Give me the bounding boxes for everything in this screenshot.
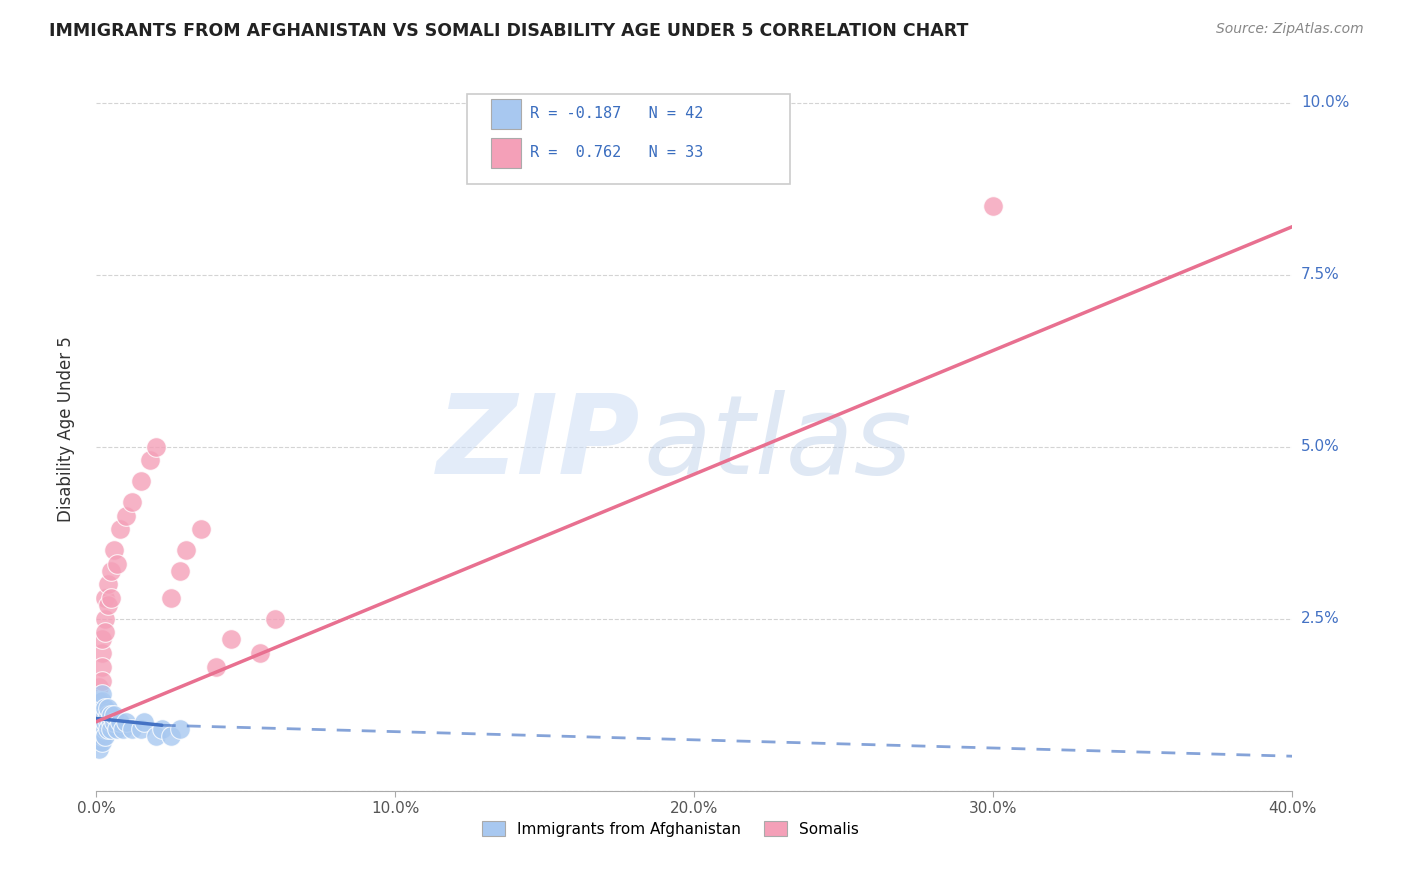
Point	[129, 474, 152, 488]
Point	[91, 673, 114, 688]
Point	[169, 722, 191, 736]
Point	[249, 646, 271, 660]
Point	[139, 453, 162, 467]
Point	[145, 729, 167, 743]
Text: IMMIGRANTS FROM AFGHANISTAN VS SOMALI DISABILITY AGE UNDER 5 CORRELATION CHART: IMMIGRANTS FROM AFGHANISTAN VS SOMALI DI…	[49, 22, 969, 40]
Point	[100, 707, 122, 722]
Point	[91, 694, 114, 708]
Point	[145, 440, 167, 454]
Point	[94, 625, 117, 640]
Point	[159, 729, 181, 743]
FancyBboxPatch shape	[491, 99, 520, 129]
Point	[174, 542, 197, 557]
Point	[108, 714, 131, 729]
Text: atlas: atlas	[644, 391, 912, 498]
Point	[169, 564, 191, 578]
Point	[94, 612, 117, 626]
Point	[105, 557, 128, 571]
Point	[91, 701, 114, 715]
Point	[91, 632, 114, 647]
Point	[100, 722, 122, 736]
Point	[108, 522, 131, 536]
Text: ZIP: ZIP	[437, 391, 640, 498]
Point	[97, 722, 120, 736]
Point	[103, 542, 125, 557]
Y-axis label: Disability Age Under 5: Disability Age Under 5	[58, 336, 75, 523]
Point	[94, 591, 117, 605]
Point	[87, 701, 110, 715]
Point	[132, 714, 155, 729]
Text: R =  0.762   N = 33: R = 0.762 N = 33	[530, 145, 703, 161]
Point	[115, 714, 138, 729]
Point	[150, 722, 173, 736]
Point	[91, 660, 114, 674]
Point	[97, 714, 120, 729]
Point	[115, 508, 138, 523]
Point	[91, 646, 114, 660]
Text: 5.0%: 5.0%	[1301, 439, 1340, 454]
Point	[129, 722, 152, 736]
Point	[121, 495, 143, 509]
Point	[103, 714, 125, 729]
Point	[91, 687, 114, 701]
Point	[87, 701, 110, 715]
Point	[87, 729, 110, 743]
Text: 2.5%: 2.5%	[1301, 611, 1340, 626]
Point	[94, 714, 117, 729]
Point	[204, 660, 226, 674]
Point	[94, 729, 117, 743]
Point	[97, 598, 120, 612]
Point	[105, 722, 128, 736]
Point	[100, 564, 122, 578]
Point	[91, 735, 114, 749]
Point	[87, 714, 110, 729]
Point	[100, 591, 122, 605]
Point	[190, 522, 212, 536]
Point	[91, 714, 114, 729]
Text: R = -0.187   N = 42: R = -0.187 N = 42	[530, 106, 703, 121]
Point	[87, 694, 110, 708]
Point	[87, 729, 110, 743]
Point	[94, 714, 117, 729]
Point	[91, 729, 114, 743]
Point	[97, 577, 120, 591]
Point	[159, 591, 181, 605]
FancyBboxPatch shape	[491, 137, 520, 168]
Point	[94, 701, 117, 715]
Point	[94, 707, 117, 722]
Point	[103, 707, 125, 722]
Point	[264, 612, 287, 626]
Point	[121, 722, 143, 736]
Point	[111, 722, 134, 736]
Point	[91, 707, 114, 722]
Point	[219, 632, 242, 647]
Point	[87, 681, 110, 695]
Point	[981, 199, 1004, 213]
Point	[87, 694, 110, 708]
Text: Source: ZipAtlas.com: Source: ZipAtlas.com	[1216, 22, 1364, 37]
Legend: Immigrants from Afghanistan, Somalis: Immigrants from Afghanistan, Somalis	[474, 813, 866, 845]
Point	[87, 707, 110, 722]
Point	[87, 742, 110, 756]
FancyBboxPatch shape	[467, 94, 790, 184]
Text: 7.5%: 7.5%	[1301, 268, 1340, 283]
Point	[87, 735, 110, 749]
Point	[100, 714, 122, 729]
Point	[87, 714, 110, 729]
Point	[97, 701, 120, 715]
Point	[87, 722, 110, 736]
Point	[91, 722, 114, 736]
Text: 10.0%: 10.0%	[1301, 95, 1350, 111]
Point	[94, 722, 117, 736]
Point	[97, 707, 120, 722]
